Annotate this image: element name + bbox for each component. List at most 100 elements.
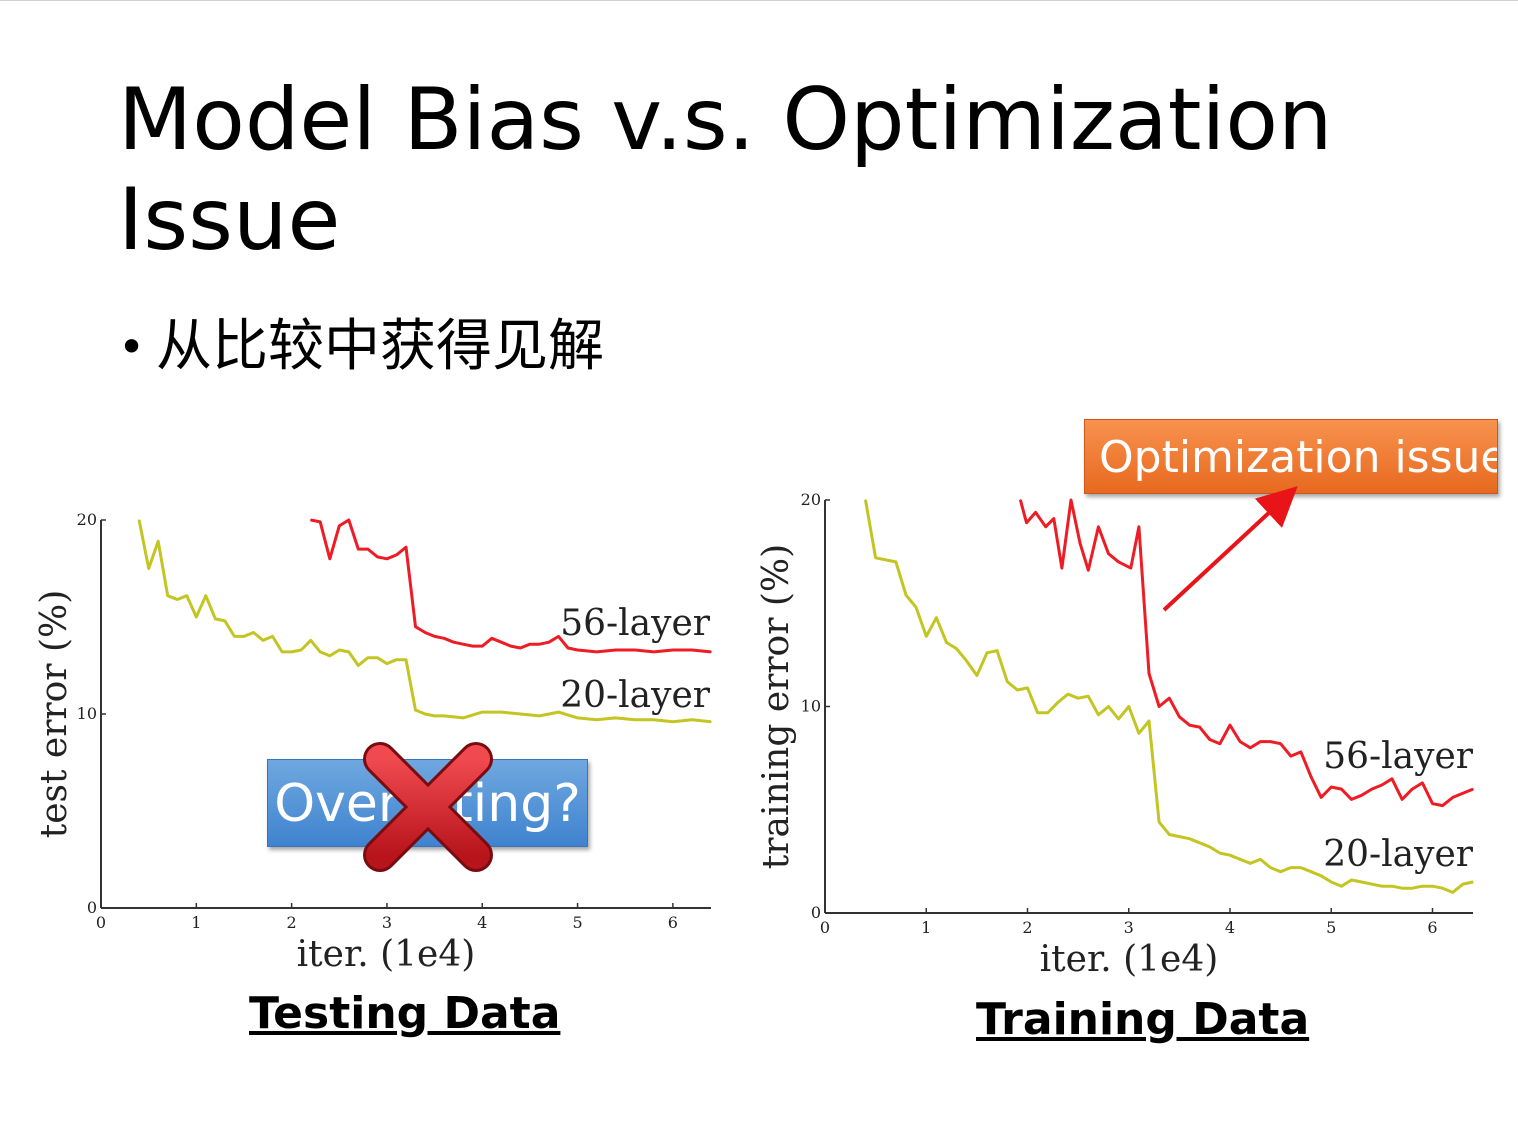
data-point-20-layer: [157, 540, 159, 543]
data-point-20-layer: [986, 652, 988, 654]
data-point-20-layer: [1097, 714, 1100, 716]
data-point-20-layer: [1128, 705, 1130, 708]
data-point-20-layer: [176, 598, 179, 601]
data-point-20-layer: [1290, 866, 1292, 869]
data-point-56-layer: [329, 558, 331, 560]
data-point-56-layer: [338, 525, 341, 527]
data-point-20-layer: [915, 606, 917, 609]
data-point-20-layer: [935, 616, 938, 619]
data-point-20-layer: [1431, 885, 1434, 887]
data-point-56-layer: [424, 631, 426, 634]
y-tick-label: 20: [77, 510, 97, 529]
data-point-20-layer: [1360, 881, 1363, 883]
data-point-56-layer: [529, 643, 531, 645]
data-point-20-layer: [1472, 881, 1474, 883]
data-point-56-layer: [1411, 788, 1413, 790]
data-point-56-layer: [1330, 786, 1333, 788]
data-point-56-layer: [1148, 672, 1150, 675]
data-point-56-layer: [710, 651, 712, 653]
data-point-20-layer: [1239, 858, 1241, 861]
data-point-56-layer: [491, 637, 493, 640]
data-point-20-layer: [633, 719, 636, 721]
data-point-56-layer: [1290, 755, 1292, 757]
data-point-56-layer: [433, 635, 436, 638]
data-point-20-layer: [672, 721, 674, 723]
y-tick-label: 10: [77, 704, 97, 723]
data-point-56-layer: [557, 635, 560, 638]
data-point-20-layer: [885, 559, 887, 561]
data-point-56-layer: [309, 519, 312, 521]
data-point-20-layer: [338, 649, 341, 651]
data-point-20-layer: [1300, 866, 1302, 869]
data-point-20-layer: [996, 649, 998, 652]
data-point-56-layer: [1158, 705, 1160, 708]
data-point-56-layer: [672, 649, 674, 651]
data-point-20-layer: [614, 717, 617, 719]
data-point-20-layer: [576, 717, 579, 719]
data-point-56-layer: [691, 649, 693, 651]
x-tick-label: 2: [1022, 918, 1032, 937]
data-point-56-layer: [1452, 796, 1454, 799]
data-point-56-layer: [1421, 782, 1424, 784]
data-point-20-layer: [224, 620, 226, 622]
data-point-56-layer: [1130, 567, 1132, 569]
data-point-56-layer: [1472, 788, 1474, 790]
training-data-caption: Training Data: [976, 994, 1310, 1045]
data-point-56-layer: [1310, 775, 1312, 778]
data-point-56-layer: [1044, 526, 1047, 528]
series-line-56-layer: [310, 518, 712, 654]
data-point-56-layer: [1025, 521, 1028, 524]
x-tick-label: 1: [921, 918, 931, 937]
data-point-56-layer: [653, 651, 655, 653]
data-point-20-layer: [290, 651, 293, 653]
data-point-56-layer: [462, 643, 465, 645]
data-point-56-layer: [386, 558, 388, 560]
x-tick-label: 3: [382, 913, 392, 932]
data-point-20-layer: [1381, 885, 1383, 887]
data-point-56-layer: [357, 548, 360, 550]
slide-title: Model Bias v.s. Optimization Issue: [118, 70, 1333, 270]
data-point-56-layer: [567, 647, 569, 649]
x-tick-label: 3: [1124, 918, 1134, 937]
data-point-20-layer: [1401, 887, 1403, 889]
cross-mark-icon: [363, 742, 493, 872]
data-point-20-layer: [1178, 835, 1181, 838]
data-point-20-layer: [1107, 705, 1110, 708]
data-point-20-layer: [1441, 887, 1444, 889]
y-axis-label: training error (%): [756, 544, 797, 869]
data-point-20-layer: [1188, 837, 1191, 840]
data-point-20-layer: [329, 655, 331, 657]
data-point-20-layer: [357, 664, 360, 667]
y-axis-label: test error (%): [34, 590, 75, 839]
data-point-56-layer: [1269, 740, 1272, 743]
data-point-20-layer: [1219, 852, 1221, 854]
data-point-56-layer: [1138, 526, 1140, 528]
data-point-56-layer: [1249, 747, 1252, 749]
x-axis-label: iter. (1e4): [297, 934, 476, 975]
x-tick-label: 2: [287, 913, 297, 932]
data-point-20-layer: [1350, 879, 1353, 881]
data-point-20-layer: [538, 715, 541, 717]
x-tick-label: 1: [191, 913, 201, 932]
data-point-20-layer: [1259, 858, 1262, 861]
data-point-56-layer: [414, 625, 417, 628]
data-point-56-layer: [595, 651, 598, 653]
data-point-20-layer: [965, 660, 968, 662]
data-point-56-layer: [1178, 716, 1181, 718]
data-point-20-layer: [1269, 866, 1272, 869]
data-point-56-layer: [1079, 542, 1081, 545]
data-point-56-layer: [500, 641, 503, 643]
data-point-20-layer: [348, 651, 350, 653]
data-point-56-layer: [1401, 798, 1403, 801]
data-point-20-layer: [1138, 732, 1140, 735]
data-point-56-layer: [538, 643, 541, 645]
data-point-56-layer: [1391, 778, 1393, 780]
data-point-20-layer: [376, 656, 379, 659]
data-point-56-layer: [576, 649, 579, 651]
data-point-20-layer: [281, 651, 283, 653]
data-point-56-layer: [633, 649, 636, 651]
data-point-56-layer: [1360, 794, 1363, 797]
data-point-20-layer: [1087, 695, 1090, 697]
data-point-20-layer: [233, 635, 236, 638]
data-point-20-layer: [367, 656, 369, 659]
